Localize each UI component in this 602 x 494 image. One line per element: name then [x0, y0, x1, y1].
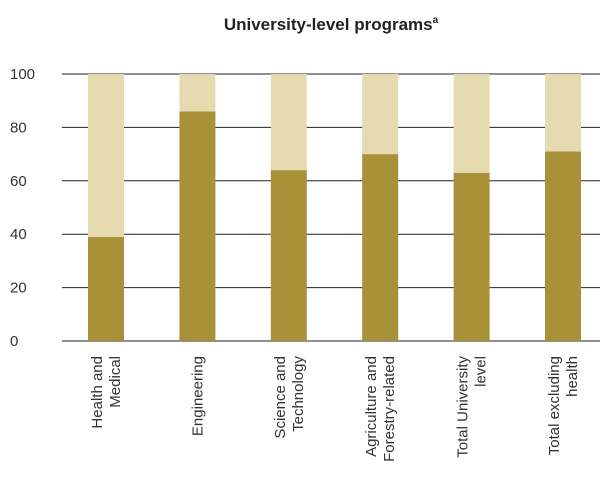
bar-segment-1-cat-4: [362, 154, 399, 341]
y-tick-label-20: 20: [10, 280, 27, 297]
bar-segment-1-cat-1: [88, 236, 124, 341]
bar-segment-2-cat-3: [270, 74, 307, 171]
bar-segment-1-cat-2: [179, 111, 216, 341]
x-category-label-4-line-1: Agriculture and: [363, 356, 380, 457]
chart-title-superscript: a: [433, 15, 439, 26]
x-category-label-6-line-2: health: [564, 356, 581, 397]
x-category-label-2-line-1: Engineering: [189, 356, 206, 436]
chart-title: University-level programsa: [224, 15, 439, 34]
bar-segment-2-cat-1: [88, 74, 124, 237]
y-tick-label-80: 80: [10, 119, 27, 136]
x-category-label-3-line-2: Technology: [290, 356, 307, 432]
x-category-label-5-line-1: Total University: [455, 356, 472, 458]
y-tick-label-0: 0: [10, 333, 18, 350]
chart-title-text: University-level programs: [224, 15, 433, 34]
y-tick-label-40: 40: [10, 226, 27, 243]
x-category-label-1-line-2: Medical: [107, 356, 124, 408]
bar-segment-1-cat-5: [453, 172, 490, 341]
bar-segment-1-cat-6: [545, 151, 581, 341]
x-category-label-3-line-1: Science and: [272, 356, 289, 439]
y-axis-tick-labels: 0 20 40 60 80 100: [10, 66, 35, 350]
x-category-label-1-line-1: Health and: [89, 356, 106, 429]
y-tick-label-60: 60: [10, 173, 27, 190]
x-category-label-6-line-1: Total excluding: [546, 356, 563, 455]
bar-segment-2-cat-2: [179, 74, 216, 112]
bar-segment-1-cat-3: [270, 170, 307, 341]
bar-segment-2-cat-5: [453, 74, 490, 173]
x-axis-category-labels: Health and Medical Engineering Science and T…: [89, 356, 581, 462]
grid-lines: [62, 73, 600, 342]
bar-segment-2-cat-6: [545, 74, 581, 152]
bar-segment-2-cat-4: [362, 74, 399, 155]
bars: [88, 74, 581, 341]
x-category-label-5-line-2: level: [473, 356, 490, 387]
x-category-label-4-line-2: Forestry-related: [381, 356, 398, 462]
y-tick-label-100: 100: [10, 66, 35, 83]
